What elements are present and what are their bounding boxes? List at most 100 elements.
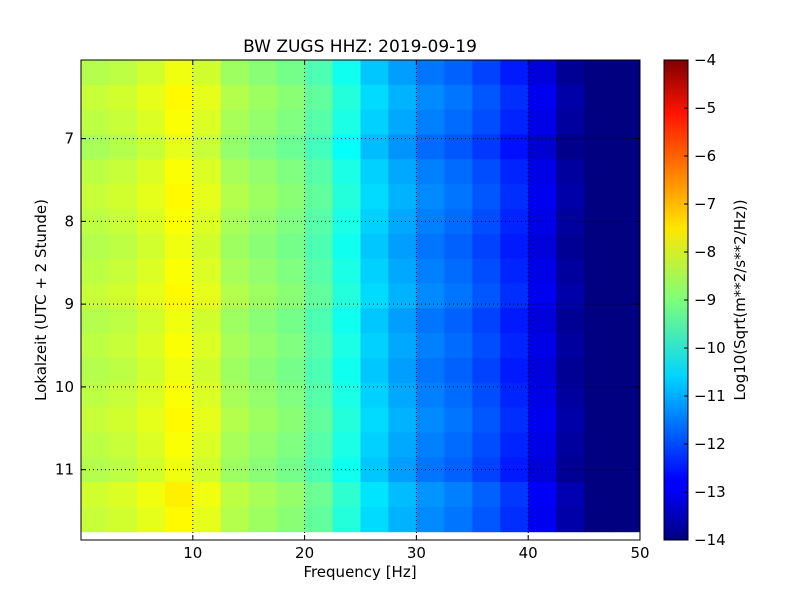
heatmap-cell (248, 506, 278, 533)
heatmap-cell (500, 482, 529, 508)
heatmap-cell (556, 233, 585, 260)
heatmap-cell (472, 333, 501, 359)
heatmap-cell (416, 208, 445, 235)
heatmap-cell (276, 60, 306, 86)
heatmap-cell (332, 258, 361, 284)
heatmap-cell (248, 233, 278, 260)
heatmap-cell (81, 432, 110, 458)
heatmap-cell (612, 233, 641, 260)
heatmap-cell (136, 482, 166, 508)
y-tick-label: 7 (64, 130, 74, 148)
heatmap-cell (360, 233, 389, 260)
heatmap-cell (220, 84, 250, 111)
heatmap-cell (192, 357, 222, 384)
heatmap-cell (192, 60, 222, 86)
heatmap-cells (81, 60, 641, 533)
heatmap-cell (556, 84, 585, 111)
heatmap-cell (500, 432, 529, 458)
heatmap-cell (108, 258, 138, 284)
heatmap-cell (248, 60, 278, 86)
heatmap-cell (276, 432, 306, 458)
colorbar-tick-label: −10 (694, 339, 726, 357)
heatmap-cell (332, 84, 361, 111)
heatmap-cell (108, 407, 138, 433)
heatmap-cell (192, 432, 222, 458)
heatmap-cell (388, 159, 417, 185)
heatmap-cell (528, 208, 557, 235)
heatmap-cell (444, 407, 473, 433)
heatmap-cell (108, 333, 138, 359)
heatmap-cell (332, 184, 361, 210)
heatmap-cell (360, 432, 389, 458)
heatmap-cell (304, 407, 334, 433)
heatmap-cell (81, 109, 110, 135)
heatmap-cell (500, 457, 529, 483)
heatmap-cell (360, 333, 389, 359)
heatmap-cell (584, 109, 613, 135)
heatmap-cell (416, 84, 445, 111)
heatmap-cell (416, 184, 445, 210)
heatmap-cell (556, 432, 585, 458)
heatmap-cell (556, 258, 585, 284)
heatmap-cell (164, 506, 194, 533)
heatmap-cell (416, 382, 445, 409)
heatmap-cell (220, 482, 250, 508)
heatmap-cell (136, 283, 166, 309)
heatmap-cell (528, 457, 557, 483)
heatmap-cell (472, 184, 501, 210)
heatmap-cell (360, 109, 389, 135)
heatmap-cell (276, 84, 306, 111)
heatmap-cell (192, 407, 222, 433)
heatmap-cell (612, 357, 641, 384)
heatmap-cell (332, 134, 361, 160)
heatmap-cell (108, 84, 138, 111)
heatmap-cell (556, 506, 585, 533)
heatmap-cell (164, 60, 194, 86)
heatmap-cell (81, 84, 110, 111)
heatmap-cell (332, 357, 361, 384)
heatmap-cell (528, 233, 557, 260)
heatmap-cell (81, 283, 110, 309)
heatmap-cell (136, 333, 166, 359)
heatmap-cell (500, 159, 529, 185)
heatmap-cell (416, 333, 445, 359)
heatmap-cell (472, 283, 501, 309)
heatmap-cell (556, 283, 585, 309)
heatmap-cell (332, 432, 361, 458)
heatmap-cell (192, 159, 222, 185)
heatmap-cell (472, 258, 501, 284)
heatmap-cell (304, 184, 334, 210)
colorbar-tick-label: −11 (694, 387, 726, 405)
heatmap-cell (388, 382, 417, 409)
heatmap-cell (248, 208, 278, 235)
heatmap-cell (556, 308, 585, 334)
heatmap-cell (136, 308, 166, 334)
heatmap-cell (248, 457, 278, 483)
heatmap-cell (528, 382, 557, 409)
colorbar-ticks: −14 −13 −12 −11 −10 −9 −8 −7 −6 −5 −4 (684, 51, 726, 549)
heatmap-cell (164, 432, 194, 458)
heatmap-cell (388, 333, 417, 359)
heatmap-cell (528, 333, 557, 359)
heatmap-cell (108, 233, 138, 260)
heatmap-cell (360, 159, 389, 185)
heatmap-cell (472, 407, 501, 433)
heatmap-cell (584, 506, 613, 533)
heatmap-cell (444, 506, 473, 533)
heatmap-cell (612, 407, 641, 433)
heatmap-cell (388, 407, 417, 433)
heatmap-cell (81, 357, 110, 384)
heatmap-cell (136, 159, 166, 185)
heatmap-cell (164, 407, 194, 433)
heatmap-cell (444, 84, 473, 111)
heatmap-cell (192, 482, 222, 508)
heatmap-cell (472, 482, 501, 508)
heatmap-cell (108, 482, 138, 508)
heatmap-cell (416, 357, 445, 384)
heatmap-cell (220, 308, 250, 334)
heatmap-cell (220, 233, 250, 260)
heatmap-cell (388, 432, 417, 458)
heatmap-cell (164, 184, 194, 210)
heatmap-cell (528, 308, 557, 334)
heatmap-cell (220, 60, 250, 86)
